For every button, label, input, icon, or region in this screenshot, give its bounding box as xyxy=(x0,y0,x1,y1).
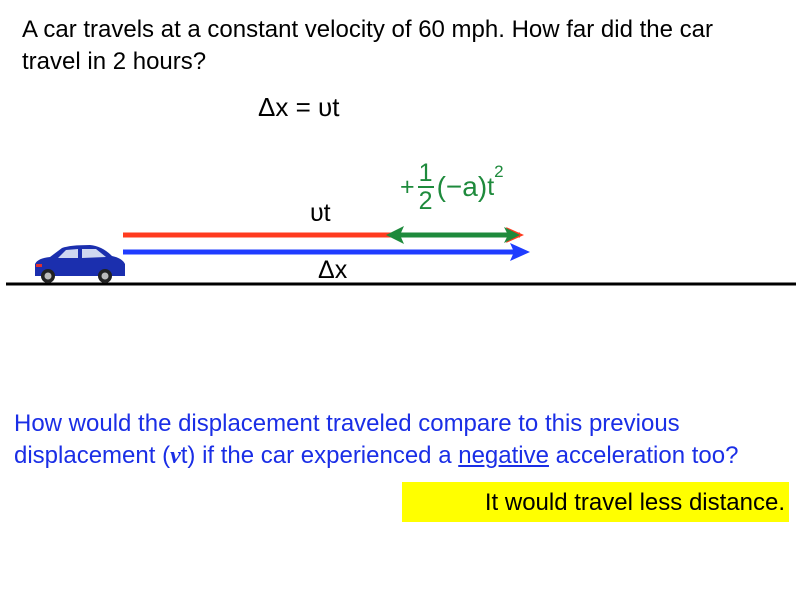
car-icon xyxy=(35,245,125,283)
underlined-negative: negative xyxy=(458,442,549,469)
t-symbol: t xyxy=(487,172,495,201)
numerator: 1 xyxy=(418,159,433,187)
plus-sign: + xyxy=(400,172,415,201)
followup-text-3: acceleration too? xyxy=(548,442,739,469)
answer-box: It would travel less distance. xyxy=(402,482,789,522)
dx-arrowhead xyxy=(510,243,530,261)
equation: Δx = υt xyxy=(258,92,340,122)
accel-arrowhead-left xyxy=(386,226,404,244)
accel-arrowhead-right xyxy=(504,227,520,243)
followup-question: How would the displacement traveled comp… xyxy=(14,408,774,472)
followup-text-2: t) if the car experienced a xyxy=(180,442,459,469)
fraction-bar xyxy=(417,186,434,188)
vt-label: υt xyxy=(310,199,331,227)
acceleration-term: + 1 2 (−a) t 2 xyxy=(400,160,504,214)
one-half-fraction: 1 2 xyxy=(417,159,434,215)
exponent: 2 xyxy=(494,162,504,181)
dx-label: Δx xyxy=(318,256,348,284)
followup-italic-v: v xyxy=(170,443,181,469)
followup-text-1: How would the displacement traveled comp… xyxy=(14,410,680,469)
negative-a: (−a) xyxy=(436,171,488,202)
question-text: A car travels at a constant velocity of … xyxy=(22,16,713,75)
denominator: 2 xyxy=(418,187,433,215)
